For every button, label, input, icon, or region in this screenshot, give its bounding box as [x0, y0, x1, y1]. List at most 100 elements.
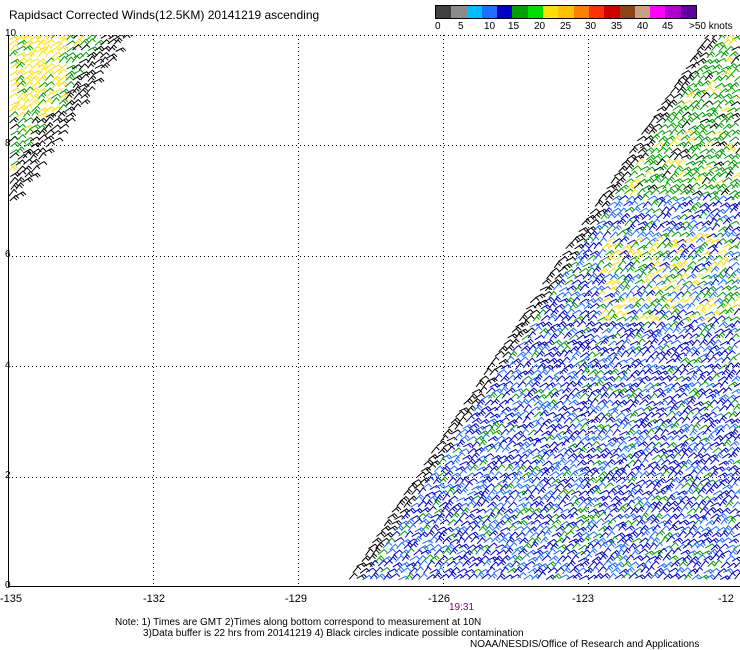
wind-barb — [611, 399, 621, 407]
wind-barb — [612, 321, 624, 328]
wind-barb — [579, 283, 589, 292]
wind-barb — [597, 278, 607, 286]
wind-barb — [698, 406, 709, 413]
wind-barb — [557, 447, 568, 454]
wind-barb — [93, 69, 104, 76]
wind-barb — [407, 523, 417, 532]
wind-barb — [594, 379, 604, 387]
wind-barb — [707, 560, 717, 568]
wind-map-plot[interactable] — [8, 35, 740, 587]
wind-barb — [73, 38, 83, 46]
wind-barb — [454, 507, 464, 515]
wind-barb — [681, 526, 692, 532]
wind-barb — [454, 476, 464, 484]
wind-barb — [628, 170, 638, 178]
wind-barb — [607, 201, 619, 207]
wind-barb — [714, 424, 726, 430]
wind-barb — [626, 265, 636, 273]
wind-barb — [655, 458, 665, 465]
wind-barb — [634, 350, 644, 358]
wind-barb — [611, 289, 621, 298]
wind-barb — [638, 398, 649, 406]
wind-barb — [511, 520, 523, 526]
wind-barb — [691, 391, 701, 399]
wind-barb — [435, 482, 446, 489]
wind-barb — [30, 75, 40, 83]
wind-barb — [530, 540, 539, 549]
wind-barb — [447, 519, 458, 526]
wind-barb — [413, 535, 422, 544]
wind-barb — [17, 57, 28, 63]
wind-barb — [596, 316, 608, 322]
wind-barb — [579, 560, 590, 567]
wind-barb — [666, 482, 675, 490]
wind-barb — [724, 224, 734, 233]
wind-barb — [59, 37, 68, 45]
wind-barb — [641, 500, 651, 508]
wind-barb — [630, 506, 639, 515]
wind-barb — [606, 555, 616, 563]
wind-barb — [708, 92, 718, 99]
wind-barb — [65, 91, 75, 100]
wind-barb — [708, 176, 717, 185]
wind-barb — [66, 35, 76, 40]
wind-barb — [639, 537, 650, 544]
wind-barb — [602, 495, 613, 502]
wind-barb — [86, 38, 96, 45]
wind-barb — [733, 544, 740, 550]
wind-barb — [30, 49, 39, 57]
wind-barb — [504, 412, 516, 418]
wind-barb — [597, 565, 607, 573]
wind-barb — [664, 241, 674, 249]
wind-barb — [651, 369, 662, 375]
wind-barb — [680, 91, 689, 99]
wind-barb — [569, 345, 580, 353]
wind-barb — [30, 92, 40, 101]
wind-barb — [36, 160, 48, 167]
wind-barb — [551, 531, 563, 538]
wind-barb — [565, 489, 576, 496]
wind-barb — [579, 352, 591, 358]
wind-barb — [564, 279, 575, 286]
wind-barb — [722, 82, 734, 88]
wind-barb — [699, 465, 709, 473]
wind-barb — [724, 99, 735, 106]
wind-barb — [596, 482, 606, 489]
wind-barb — [630, 218, 640, 226]
wind-barb — [731, 88, 740, 95]
wind-barb — [629, 382, 640, 388]
wind-barb — [566, 423, 576, 431]
wind-barb — [625, 493, 635, 501]
wind-barb — [471, 524, 481, 532]
wind-barb — [575, 440, 585, 448]
wind-barb — [488, 435, 499, 442]
wind-barb — [8, 135, 19, 143]
wind-barb — [617, 505, 627, 513]
wind-barb — [427, 505, 437, 513]
wind-barb — [376, 530, 387, 537]
wind-barb — [538, 521, 550, 526]
wind-barb — [438, 530, 448, 538]
wind-barb — [416, 512, 427, 520]
wind-barb — [699, 148, 710, 154]
wind-barb — [712, 200, 723, 207]
wind-barb — [625, 566, 635, 574]
wind-barb — [578, 490, 589, 497]
wind-barb — [520, 565, 530, 573]
wind-barb — [72, 43, 82, 51]
wind-barb — [544, 296, 555, 303]
wind-barb — [494, 511, 503, 520]
wind-barb — [728, 356, 737, 364]
wind-barb — [540, 451, 550, 460]
wind-barb — [511, 560, 520, 568]
wind-barb — [573, 477, 584, 483]
wind-barb — [592, 321, 603, 327]
wind-barb — [645, 481, 656, 489]
wind-barb — [702, 428, 712, 436]
wind-barb — [706, 506, 717, 513]
wind-barb — [614, 266, 624, 274]
wind-barb — [24, 117, 35, 123]
wind-barb — [516, 464, 527, 472]
wind-barb — [581, 218, 591, 226]
wind-barb — [579, 531, 590, 538]
